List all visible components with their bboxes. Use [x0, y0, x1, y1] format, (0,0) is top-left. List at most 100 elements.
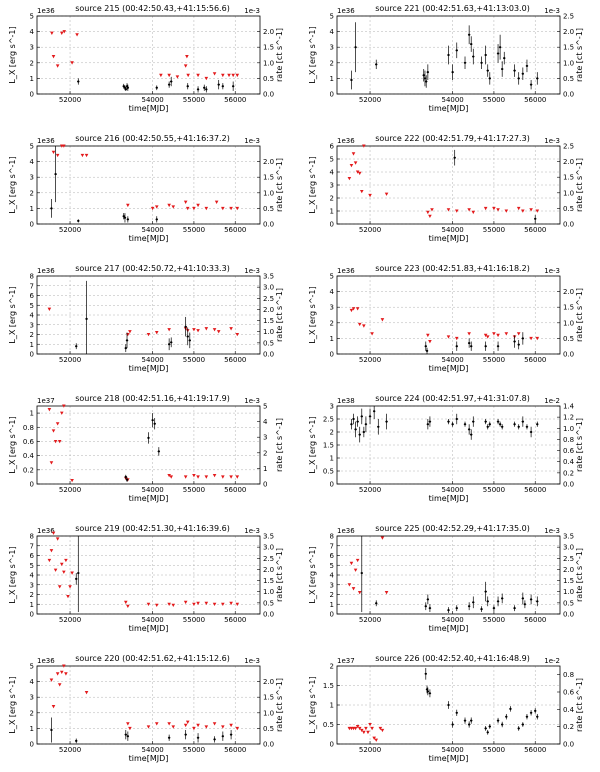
upper-limit-marker	[59, 31, 64, 35]
detection-point	[501, 597, 504, 600]
upper-limit-marker	[471, 210, 476, 215]
upper-limit-marker	[68, 585, 72, 589]
detection-point	[488, 77, 491, 80]
upper-limit-marker	[64, 558, 68, 563]
upper-limit-marker	[349, 561, 354, 566]
y-axis-label: L_X [erg s^-1]	[8, 546, 17, 603]
detection-point	[125, 339, 129, 342]
y-exponent-label: 1e36	[337, 267, 355, 275]
detection-point	[77, 571, 80, 575]
upper-limit-marker	[154, 603, 159, 608]
detection-point	[501, 723, 504, 726]
upper-limit-marker	[362, 324, 366, 328]
detection-point	[517, 425, 520, 428]
x-axis-label: time[MJD]	[129, 754, 169, 763]
rate-exponent-label: 1e-3	[544, 7, 560, 15]
x-tick-label: 54000	[141, 96, 163, 104]
x-tick-label: 56000	[524, 746, 546, 754]
upper-limit-marker	[196, 723, 200, 728]
upper-limit-marker	[483, 206, 488, 211]
y-tick-label: 1	[330, 702, 334, 710]
x-tick-label: 52000	[359, 486, 381, 494]
upper-limit-marker	[380, 536, 385, 540]
upper-limit-marker	[362, 730, 366, 735]
rate-tick-label: 0.5	[263, 599, 274, 607]
upper-limit-marker	[159, 73, 163, 78]
rate-tick-label: 2.0	[563, 288, 574, 296]
rate-axis-label: rate [ct s^-1]	[575, 288, 584, 342]
y-tick-label: 1	[330, 601, 334, 609]
upper-limit-marker	[359, 190, 364, 194]
rate-tick-label: 0.0	[563, 91, 574, 99]
rate-tick-label: 1.5	[263, 317, 274, 325]
y-tick-label: 0.4	[23, 452, 35, 460]
upper-limit-marker	[353, 568, 358, 572]
detection-point	[463, 423, 467, 426]
upper-limit-marker	[75, 33, 79, 37]
upper-limit-marker	[185, 206, 190, 211]
upper-limit-marker	[235, 333, 240, 337]
upper-limit-marker	[212, 602, 217, 607]
upper-limit-marker	[49, 461, 54, 465]
y-tick-label: 3	[30, 44, 34, 52]
upper-limit-marker	[235, 73, 240, 78]
y-tick-label: 0	[30, 351, 34, 359]
rate-tick-label: 2.0	[263, 28, 274, 36]
y-tick-label: 0.6	[23, 438, 35, 446]
rate-tick-label: 0.4	[563, 706, 575, 714]
upper-limit-marker	[483, 333, 488, 338]
upper-limit-marker	[186, 73, 190, 78]
upper-limit-marker	[204, 327, 209, 331]
y-tick-label: 2	[330, 195, 334, 203]
rate-exponent-label: 1e-3	[244, 7, 260, 15]
upper-limit-marker	[366, 730, 370, 735]
rate-tick-label: 1	[263, 465, 267, 473]
x-tick-label: 56000	[524, 616, 546, 624]
upper-limit-marker	[529, 208, 533, 212]
detection-point	[470, 433, 473, 436]
x-tick-label: 56000	[224, 226, 246, 234]
upper-limit-marker	[504, 332, 509, 336]
upper-limit-marker	[492, 332, 496, 336]
upper-limit-marker	[128, 726, 132, 731]
rate-exponent-label: 1e-3	[244, 267, 260, 275]
rate-tick-label: 1.0	[263, 189, 274, 197]
y-tick-label: 5	[30, 143, 34, 151]
detection-point	[451, 723, 454, 726]
y-tick-label: 1	[330, 75, 334, 83]
y-tick-label: 3	[30, 174, 34, 182]
panel-title: source 221 (00:42:51.63,+41:13:03.0)	[375, 4, 530, 13]
detection-point	[486, 731, 489, 734]
detection-point	[468, 723, 471, 726]
y-tick-label: 2	[330, 429, 334, 437]
detection-point	[513, 340, 516, 343]
y-tick-label: 1	[30, 725, 34, 733]
detection-point	[484, 727, 487, 730]
detection-point	[147, 436, 150, 440]
upper-limit-marker	[357, 726, 362, 731]
detection-point	[496, 719, 500, 722]
y-tick-label: 5	[30, 663, 34, 671]
rate-tick-label: 2.0	[263, 566, 274, 574]
detection-point	[426, 423, 429, 426]
detection-point	[122, 215, 125, 218]
y-exponent-label: 1e37	[337, 657, 355, 665]
y-tick-label: 2	[330, 59, 334, 67]
x-tick-label: 55000	[483, 356, 505, 364]
y-exponent-label: 1e36	[37, 267, 55, 275]
y-tick-label: 1.5	[323, 442, 334, 450]
detection-point	[385, 420, 388, 423]
detection-point	[536, 77, 539, 80]
y-tick-label: 3	[330, 182, 334, 190]
x-axis-label: time[MJD]	[429, 494, 469, 503]
rate-axis-label: rate [ct s^-1]	[275, 28, 284, 82]
x-axis-label: time[MJD]	[429, 364, 469, 373]
y-exponent-label: 1e36	[37, 527, 55, 535]
detection-point	[536, 423, 539, 426]
upper-limit-marker	[171, 603, 176, 608]
y-tick-label: 1.5	[323, 682, 334, 690]
y-tick-label: 2	[30, 59, 34, 67]
y-tick-label: 0	[330, 481, 334, 489]
detection-point	[426, 690, 429, 693]
y-tick-label: 4	[330, 288, 335, 296]
